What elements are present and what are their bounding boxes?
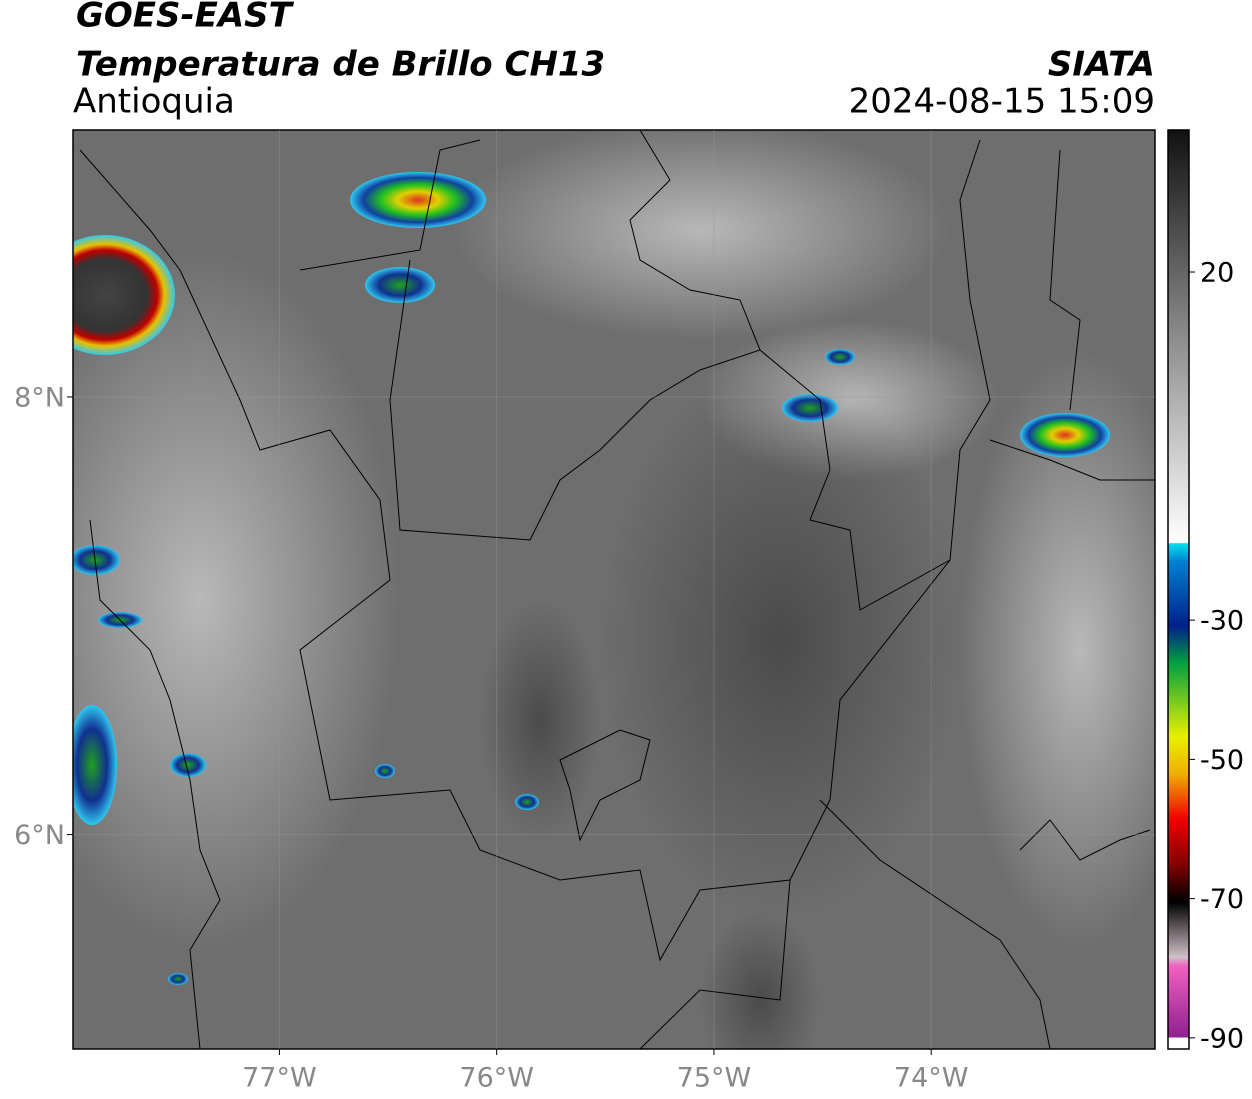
colorbar-tick-label: 20: [1200, 258, 1234, 289]
source: SIATA: [1048, 45, 1155, 85]
map-frame: [72, 129, 1156, 1050]
x-tick-label: 77°W: [242, 1063, 317, 1094]
colorbar-tick-label: -90: [1200, 1023, 1244, 1054]
colorbar-tick-label: -30: [1200, 606, 1244, 637]
colorbar-tick-label: -50: [1200, 745, 1244, 776]
x-tick-label: 74°W: [894, 1063, 969, 1094]
x-tick-label: 76°W: [459, 1063, 534, 1094]
colorbar-tick-label: -70: [1200, 884, 1244, 915]
y-tick-label: 6°N: [14, 820, 65, 851]
product: Temperatura de Brillo CH13: [76, 45, 605, 85]
title: GOES-EAST: [76, 0, 295, 36]
y-tick-label: 8°N: [14, 382, 65, 413]
imagery: [73, 130, 1155, 1049]
x-tick-label: 75°W: [677, 1063, 752, 1094]
colorbar: [1167, 129, 1190, 1050]
region: Antioquia: [73, 82, 235, 122]
datetime: 2024-08-15 15:09: [849, 82, 1155, 122]
